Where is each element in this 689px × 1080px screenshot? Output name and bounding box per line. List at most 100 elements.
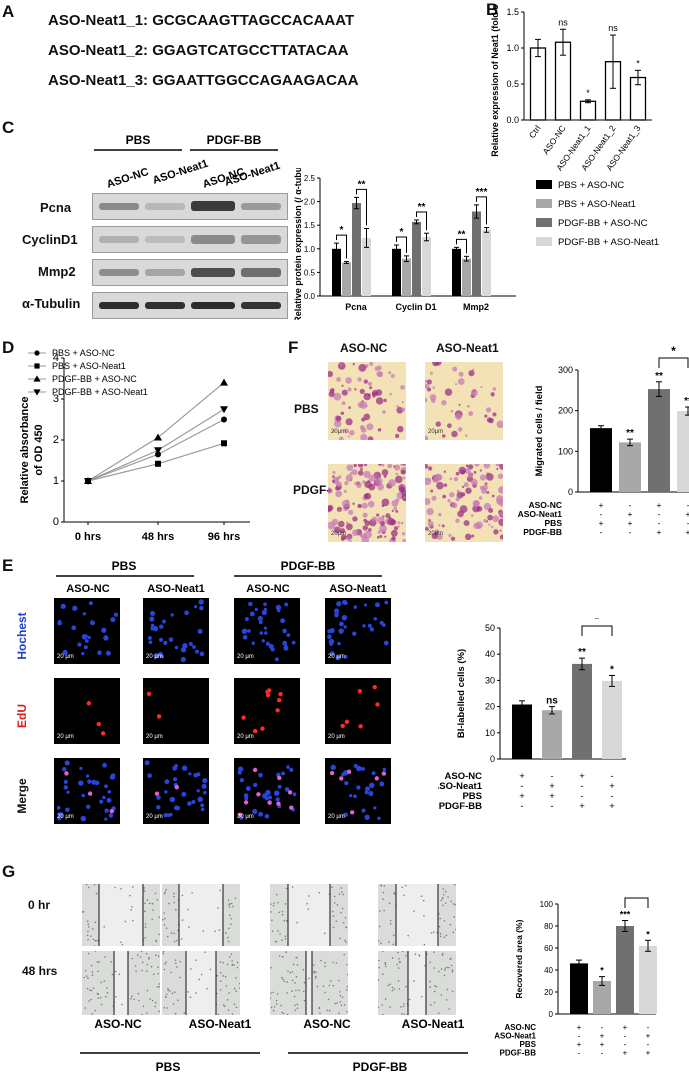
cell-stain <box>496 498 503 505</box>
cell <box>420 995 423 998</box>
cell <box>302 968 305 971</box>
blot-group-pdgf: PDGF-BB <box>207 133 262 147</box>
cell <box>173 901 175 904</box>
cell-stain <box>400 521 404 525</box>
condition-mark: + <box>549 791 555 802</box>
cell <box>148 902 151 905</box>
cell-stain <box>390 373 395 378</box>
edu-positive-cell <box>252 728 258 734</box>
legend-label: PBS + ASO-Neat1 <box>52 361 126 371</box>
nucleus <box>163 812 169 818</box>
cell-stain <box>430 489 434 493</box>
nucleus <box>261 609 267 616</box>
condition-label: ASO-Neat1 <box>438 781 483 792</box>
cell <box>405 985 408 988</box>
cell <box>228 992 230 994</box>
cell <box>86 920 89 923</box>
migr-row-pbs: PBS <box>294 402 319 416</box>
cell <box>166 1007 168 1009</box>
cell-stain <box>360 467 363 471</box>
cell <box>285 951 287 953</box>
cell <box>292 963 295 966</box>
y-tick-label: 2 <box>53 434 59 446</box>
nucleus <box>280 771 285 776</box>
cell <box>96 992 99 995</box>
cell <box>339 991 341 993</box>
significance-label: ** <box>458 229 466 240</box>
cell-stain <box>432 386 436 389</box>
cell <box>115 995 117 998</box>
cell <box>384 998 387 1000</box>
sequence-3: ASO-Neat1_3: GGAATTGGCCAGAAGACAA <box>48 72 359 89</box>
scratch-image <box>162 884 240 946</box>
cell <box>219 980 222 982</box>
nucleus <box>72 605 78 611</box>
nucleus <box>203 790 207 795</box>
nucleus <box>368 790 374 797</box>
cell-stain <box>379 524 387 533</box>
cell <box>90 964 93 967</box>
cell <box>273 1006 276 1008</box>
cell <box>272 1009 275 1012</box>
cell-stain <box>341 384 344 387</box>
significance-label: * <box>610 664 614 675</box>
nucleus <box>363 603 368 607</box>
blot-header: PBS PDGF-BB ASO-NC ASO-Neat1 ASO-NC ASO-… <box>94 133 282 191</box>
condition-mark: + <box>599 518 604 528</box>
cell <box>449 923 452 926</box>
cell-stain <box>488 417 494 424</box>
nucleus <box>364 790 369 795</box>
cell <box>157 972 159 975</box>
cell <box>392 943 394 946</box>
fluorescence-image: 20 μm <box>54 678 120 744</box>
significance-label: * <box>400 227 404 238</box>
cell-stain <box>452 366 458 372</box>
cell <box>82 911 84 913</box>
micro-col-4: ASO-Neat1 <box>329 583 386 595</box>
cell-stain <box>431 495 437 501</box>
nucleus <box>77 642 82 647</box>
nucleus <box>349 794 353 798</box>
fluorescence-image: 20 μm <box>143 598 209 664</box>
cell <box>378 1006 380 1009</box>
nucleus <box>101 627 107 633</box>
cell <box>148 958 150 960</box>
cell <box>344 917 347 919</box>
nucleus <box>265 797 269 801</box>
cell <box>181 894 184 897</box>
cell <box>118 973 121 975</box>
cell <box>346 985 348 988</box>
cell-stain <box>339 528 346 534</box>
y-tick-label: 200 <box>558 406 573 416</box>
cell <box>333 895 336 898</box>
cell <box>444 967 447 969</box>
cell <box>141 969 143 972</box>
condition-mark: + <box>623 1023 628 1032</box>
scratch-footer: ASO-NC ASO-Neat1 ASO-NC ASO-Neat1 PBS PD… <box>80 1017 468 1074</box>
panel-label-d: D <box>2 338 15 357</box>
cell-stain <box>335 415 342 422</box>
y-tick-label: 50 <box>485 623 495 633</box>
significance-bracket <box>658 357 689 368</box>
nucleus <box>247 629 251 633</box>
cell-stain <box>375 474 378 477</box>
bar <box>472 211 481 296</box>
panel-label-b: B <box>486 0 499 19</box>
cell-stain <box>352 529 359 536</box>
cell <box>174 959 177 962</box>
nucleus <box>156 795 161 800</box>
scale-bar: 20 μm <box>237 654 254 660</box>
cell <box>93 884 96 886</box>
cell <box>336 1002 338 1004</box>
edu-positive-cell <box>86 701 92 706</box>
cell-stain <box>333 526 341 534</box>
nucleus <box>275 797 280 802</box>
edu-positive-cell <box>289 805 294 810</box>
cell-stain <box>338 436 344 440</box>
cell <box>270 903 272 905</box>
cell <box>439 917 441 920</box>
cell-stain <box>362 525 368 531</box>
cell-stain <box>446 423 452 429</box>
cell <box>450 900 452 903</box>
nucleus <box>361 808 366 813</box>
